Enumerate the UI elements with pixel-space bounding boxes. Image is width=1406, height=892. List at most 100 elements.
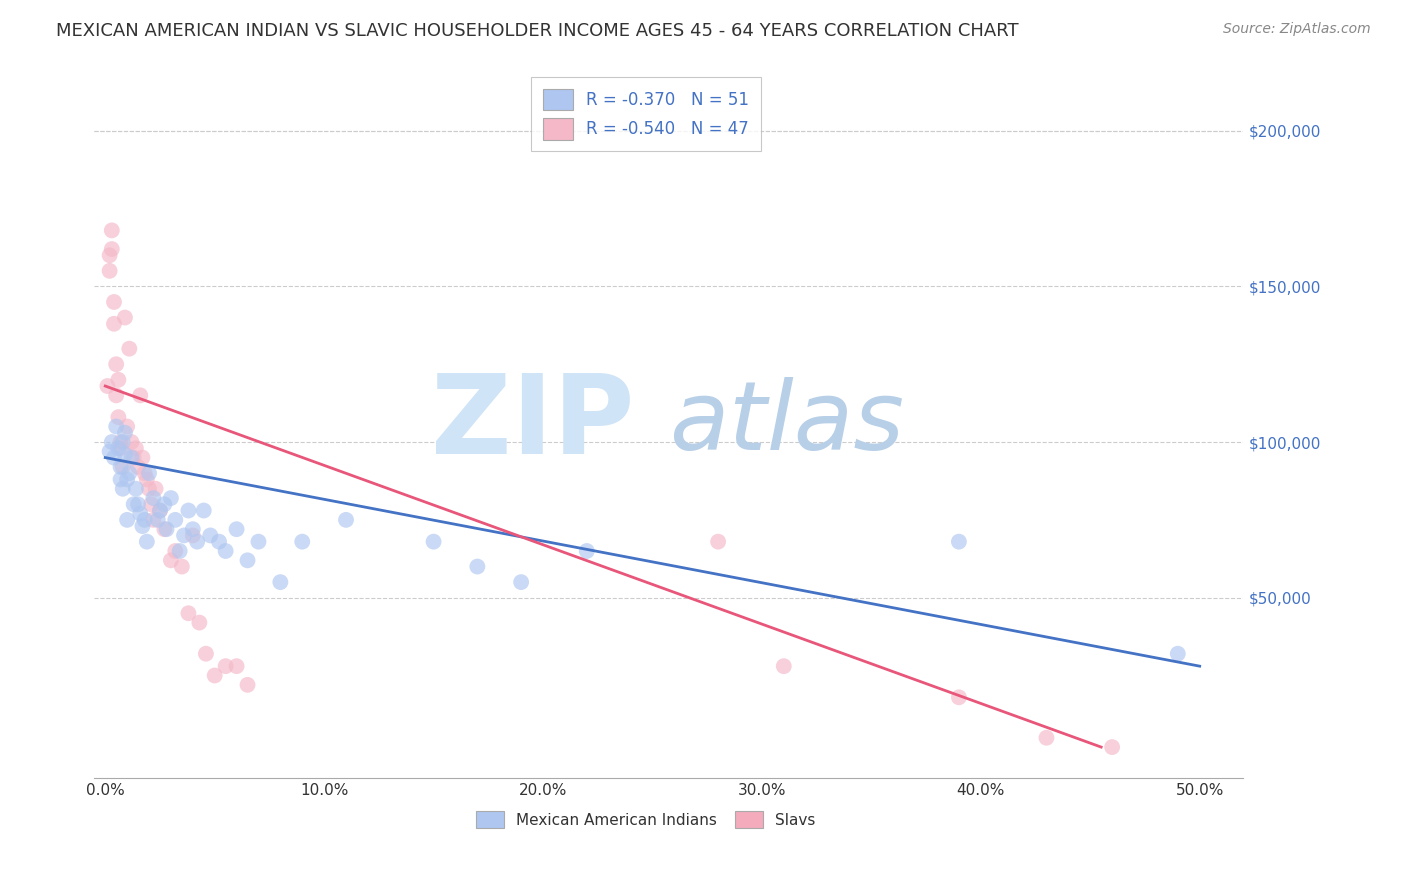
Point [575, 544, 598, 558]
Point [225, 659, 247, 673]
Point [135, 534, 157, 549]
Point [107, 373, 129, 387]
Point [103, 317, 125, 331]
Point [105, 357, 128, 371]
Point [149, 503, 172, 517]
Point [160, 491, 183, 505]
Point [291, 534, 314, 549]
Point [208, 534, 231, 549]
Point [101, 223, 124, 237]
Point [146, 513, 169, 527]
Point [121, 435, 143, 450]
Point [214, 544, 236, 558]
Point [153, 522, 176, 536]
Point [188, 615, 211, 630]
Point [1167, 647, 1189, 661]
Point [169, 544, 191, 558]
Point [114, 448, 136, 462]
Point [111, 435, 134, 450]
Point [129, 388, 152, 402]
Point [1101, 740, 1123, 755]
Point [122, 450, 145, 465]
Point [181, 522, 204, 536]
Point [135, 472, 157, 486]
Point [236, 678, 259, 692]
Point [707, 534, 730, 549]
Point [114, 310, 136, 325]
Point [115, 419, 138, 434]
Point [115, 513, 138, 527]
Point [204, 668, 226, 682]
Text: MEXICAN AMERICAN INDIAN VS SLAVIC HOUSEHOLDER INCOME AGES 45 - 64 YEARS CORRELAT: MEXICAN AMERICAN INDIAN VS SLAVIC HOUSEH… [56, 22, 1019, 40]
Point [101, 242, 124, 256]
Point [107, 442, 129, 456]
Point [193, 503, 215, 517]
Point [138, 482, 160, 496]
Point [160, 553, 183, 567]
Point [145, 482, 167, 496]
Point [115, 472, 138, 486]
Point [122, 497, 145, 511]
Point [155, 522, 177, 536]
Point [101, 435, 124, 450]
Point [141, 497, 163, 511]
Point [153, 497, 176, 511]
Point [422, 534, 444, 549]
Point [177, 606, 200, 620]
Point [98, 248, 121, 262]
Point [121, 450, 143, 465]
Point [772, 659, 794, 673]
Point [138, 466, 160, 480]
Point [103, 295, 125, 310]
Point [181, 528, 204, 542]
Point [129, 507, 152, 521]
Text: atlas: atlas [669, 377, 904, 470]
Point [118, 342, 141, 356]
Point [110, 472, 132, 486]
Point [173, 528, 195, 542]
Text: Source: ZipAtlas.com: Source: ZipAtlas.com [1223, 22, 1371, 37]
Point [236, 553, 259, 567]
Point [948, 690, 970, 705]
Point [214, 659, 236, 673]
Point [110, 435, 132, 450]
Point [110, 459, 132, 474]
Point [131, 450, 153, 465]
Point [467, 559, 489, 574]
Point [125, 442, 148, 456]
Point [111, 459, 134, 474]
Point [200, 528, 222, 542]
Point [105, 419, 128, 434]
Point [165, 544, 187, 558]
Point [165, 513, 187, 527]
Point [335, 513, 357, 527]
Point [948, 534, 970, 549]
Point [177, 503, 200, 517]
Point [134, 466, 156, 480]
Point [127, 497, 149, 511]
Point [142, 491, 165, 505]
Point [1035, 731, 1057, 745]
Point [114, 425, 136, 440]
Point [186, 534, 208, 549]
Point [134, 513, 156, 527]
Point [125, 482, 148, 496]
Point [98, 444, 121, 458]
Point [96, 379, 118, 393]
Point [149, 503, 172, 517]
Point [269, 575, 291, 590]
Point [103, 450, 125, 465]
Legend: Mexican American Indians, Slavs: Mexican American Indians, Slavs [470, 805, 821, 834]
Point [170, 559, 193, 574]
Point [142, 513, 165, 527]
Point [105, 388, 128, 402]
Point [194, 647, 217, 661]
Point [110, 442, 132, 456]
Point [118, 466, 141, 480]
Point [127, 459, 149, 474]
Point [247, 534, 270, 549]
Text: ZIP: ZIP [432, 370, 634, 477]
Point [111, 482, 134, 496]
Point [225, 522, 247, 536]
Point [510, 575, 533, 590]
